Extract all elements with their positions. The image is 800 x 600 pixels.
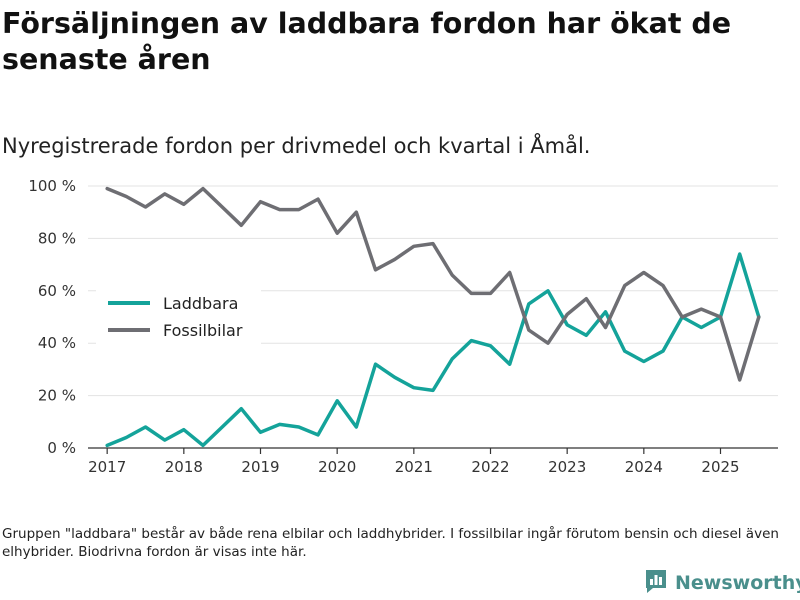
y-tick-label: 80 % — [38, 229, 76, 247]
footnote: Gruppen "laddbara" består av både rena e… — [2, 526, 779, 560]
x-tick-label: 2021 — [395, 458, 433, 476]
chart-title: Försäljningen av laddbara fordon har öka… — [2, 7, 732, 76]
y-tick-label: 0 % — [47, 439, 76, 457]
axes: 0 % 20 % 40 % 60 % 80 % 100 % 2017 2018 2019 2020… — [28, 177, 778, 476]
y-tick-label: 100 % — [28, 177, 76, 195]
x-tick-label: 2024 — [625, 458, 663, 476]
series-lines — [105, 186, 761, 448]
brand-logo[interactable]: Newsworthy — [643, 568, 800, 598]
x-tick-label: 2022 — [471, 458, 509, 476]
x-tick-label: 2023 — [548, 458, 586, 476]
legend: Laddbara Fossilbilar — [96, 285, 261, 347]
y-tick-label: 40 % — [38, 334, 76, 352]
bar-chart-logo-icon — [643, 568, 669, 598]
legend-label: Laddbara — [163, 294, 238, 313]
y-tick-label: 20 % — [38, 387, 76, 405]
x-tick-label: 2017 — [88, 458, 126, 476]
x-tick-label: 2025 — [701, 458, 739, 476]
x-tick-label: 2018 — [165, 458, 203, 476]
brand-name: Newsworthy — [675, 572, 800, 594]
x-tick-label: 2020 — [318, 458, 356, 476]
legend-background — [96, 285, 261, 347]
chart-subtitle: Nyregistrerade fordon per drivmedel och … — [2, 134, 591, 158]
x-tick-label: 2019 — [241, 458, 279, 476]
series-line-fossilbilar — [105, 186, 761, 382]
legend-label: Fossilbilar — [163, 321, 243, 340]
y-tick-label: 60 % — [38, 282, 76, 300]
series-line-laddbara — [105, 252, 761, 448]
